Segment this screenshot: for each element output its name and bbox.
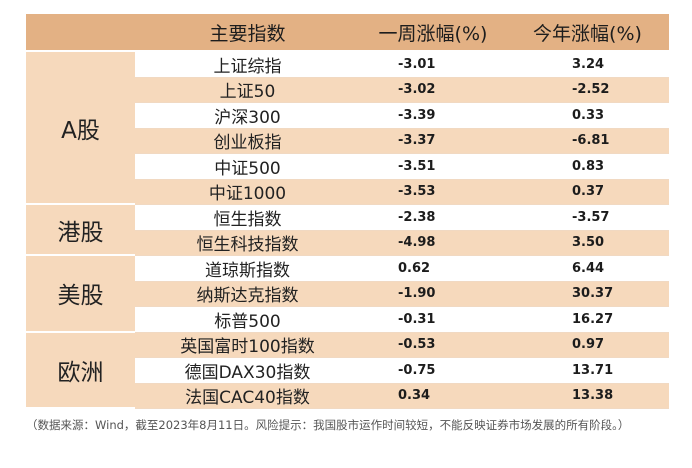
week-change: -1.90	[398, 286, 436, 302]
ytd-change: -3.57	[572, 209, 610, 225]
index-name: 上证50	[219, 82, 276, 103]
header-ytd-change: 今年涨幅(%)	[533, 22, 642, 45]
ytd-change: -6.81	[572, 133, 610, 149]
group-label: A股	[26, 52, 135, 205]
index-name: 纳斯达克指数	[196, 286, 299, 307]
ytd-change: -2.52	[572, 82, 610, 98]
index-name: 创业板指	[213, 133, 282, 154]
ytd-change: 13.71	[572, 362, 614, 378]
week-change: 0.62	[398, 260, 431, 276]
index-name: 法国CAC40指数	[185, 388, 310, 409]
week-change: -3.02	[398, 82, 436, 98]
table-row: 恒生指数 -2.38 -3.57	[135, 205, 669, 231]
table-row: 德国DAX30指数 -0.75 13.71	[135, 358, 669, 384]
table-row: 中证1000 -3.53 0.37	[135, 179, 669, 205]
header-blank	[26, 14, 135, 50]
week-change: 0.34	[398, 388, 431, 404]
table-row: 恒生科技指数 -4.98 3.50	[135, 230, 669, 256]
ytd-change: 0.83	[572, 158, 605, 174]
table-row: 上证综指 -3.01 3.24	[135, 52, 669, 78]
index-name: 沪深300	[214, 107, 281, 128]
week-change: -0.53	[398, 337, 436, 353]
week-change: -0.75	[398, 362, 436, 378]
index-name: 恒生科技指数	[196, 235, 299, 256]
market-groups: A股 港股 美股 欧洲	[26, 52, 135, 409]
week-change: -3.37	[398, 133, 436, 149]
table-row: 中证500 -3.51 0.83	[135, 154, 669, 180]
table-row: 法国CAC40指数 0.34 13.38	[135, 383, 669, 409]
ytd-change: 3.50	[572, 235, 605, 251]
ytd-change: 0.37	[572, 184, 605, 200]
week-change: -0.31	[398, 311, 436, 327]
table-row: 道琼斯指数 0.62 6.44	[135, 256, 669, 282]
header-index: 主要指数	[209, 22, 286, 45]
index-name: 标普500	[214, 311, 281, 332]
index-performance-table: 主要指数 一周涨幅(%) 今年涨幅(%) A股 港股 美股 欧洲 上证综指 -3.01 3…	[26, 14, 669, 409]
group-label: 港股	[26, 205, 135, 256]
source-note: （数据来源：Wind，截至2023年8月11日。风险提示：我国股市运作时间较短，…	[26, 418, 630, 432]
index-name: 德国DAX30指数	[184, 362, 311, 383]
week-change: -3.01	[398, 56, 436, 72]
group-label: 美股	[26, 256, 135, 333]
ytd-change: 13.38	[572, 388, 614, 404]
group-label: 欧洲	[26, 332, 135, 409]
table-row: 英国富时100指数 -0.53 0.97	[135, 332, 669, 358]
table-row: 上证50 -3.02 -2.52	[135, 77, 669, 103]
index-rows: 上证综指 -3.01 3.24 上证50 -3.02 -2.52 沪深300 -3.39 0.3…	[135, 52, 669, 409]
week-change: -4.98	[398, 235, 436, 251]
index-name: 上证综指	[213, 56, 282, 77]
header-week-change: 一周涨幅(%)	[378, 22, 488, 45]
ytd-change: 6.44	[572, 260, 605, 276]
table-row: 沪深300 -3.39 0.33	[135, 103, 669, 129]
table-header: 主要指数 一周涨幅(%) 今年涨幅(%)	[26, 14, 669, 52]
table-body: A股 港股 美股 欧洲 上证综指 -3.01 3.24 上证50 -3.02 -2.52 沪深30…	[26, 52, 669, 409]
ytd-change: 16.27	[572, 311, 614, 327]
index-name: 道琼斯指数	[205, 260, 290, 281]
index-name: 中证500	[214, 158, 281, 179]
ytd-change: 0.33	[572, 107, 605, 123]
table-row: 创业板指 -3.37 -6.81	[135, 128, 669, 154]
week-change: -3.53	[398, 184, 436, 200]
index-name: 中证1000	[208, 184, 287, 205]
table-row: 标普500 -0.31 16.27	[135, 307, 669, 333]
index-name: 恒生指数	[213, 209, 282, 230]
index-name: 英国富时100指数	[180, 337, 315, 358]
ytd-change: 30.37	[572, 286, 614, 302]
week-change: -2.38	[398, 209, 436, 225]
table-row: 纳斯达克指数 -1.90 30.37	[135, 281, 669, 307]
week-change: -3.39	[398, 107, 436, 123]
ytd-change: 3.24	[572, 56, 605, 72]
ytd-change: 0.97	[572, 337, 605, 353]
week-change: -3.51	[398, 158, 436, 174]
